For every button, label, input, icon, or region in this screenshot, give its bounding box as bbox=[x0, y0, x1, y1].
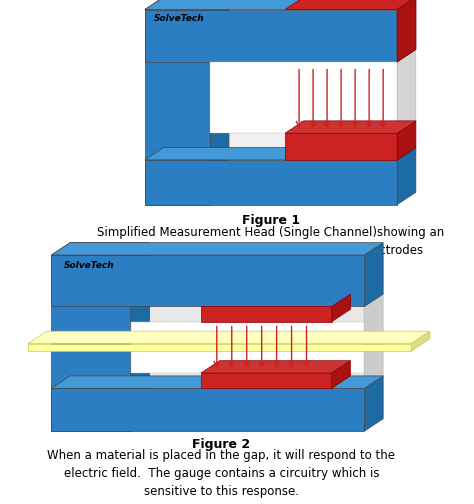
Polygon shape bbox=[145, 0, 229, 10]
Polygon shape bbox=[365, 242, 383, 306]
Polygon shape bbox=[285, 121, 416, 133]
Bar bbox=[131, 322, 365, 373]
Polygon shape bbox=[51, 242, 149, 255]
Bar bbox=[210, 62, 397, 160]
Text: Figure 1: Figure 1 bbox=[242, 214, 300, 227]
Text: SolveTech: SolveTech bbox=[64, 262, 114, 270]
Polygon shape bbox=[285, 0, 416, 10]
Bar bbox=[145, 10, 397, 62]
Bar bbox=[285, 133, 397, 160]
Bar bbox=[51, 255, 365, 306]
Polygon shape bbox=[332, 294, 350, 322]
Polygon shape bbox=[51, 242, 383, 255]
Bar bbox=[210, 62, 397, 133]
Bar bbox=[145, 160, 397, 205]
Bar bbox=[201, 306, 332, 322]
Polygon shape bbox=[397, 121, 416, 160]
Bar bbox=[51, 388, 365, 431]
Bar bbox=[131, 306, 365, 388]
Polygon shape bbox=[332, 361, 350, 388]
Bar bbox=[145, 10, 210, 205]
Polygon shape bbox=[397, 0, 416, 62]
Polygon shape bbox=[397, 0, 416, 62]
Bar bbox=[51, 255, 131, 431]
Text: SolveTech: SolveTech bbox=[154, 14, 205, 23]
Bar bbox=[201, 373, 332, 388]
Polygon shape bbox=[365, 294, 383, 388]
Polygon shape bbox=[397, 49, 416, 160]
Polygon shape bbox=[131, 242, 149, 431]
Polygon shape bbox=[51, 376, 383, 388]
Text: Simplified Measurement Head (Single Channel)showing an
electric field between tw: Simplified Measurement Head (Single Chan… bbox=[97, 226, 445, 257]
Polygon shape bbox=[411, 331, 430, 351]
Polygon shape bbox=[145, 148, 416, 160]
Polygon shape bbox=[210, 0, 229, 205]
Polygon shape bbox=[145, 0, 416, 10]
Polygon shape bbox=[28, 331, 430, 344]
Polygon shape bbox=[201, 361, 350, 373]
Polygon shape bbox=[365, 376, 383, 431]
Text: Figure 2: Figure 2 bbox=[192, 438, 251, 451]
Text: When a material is placed in the gap, it will respond to the
electric field.  Th: When a material is placed in the gap, it… bbox=[47, 449, 395, 498]
Bar bbox=[28, 344, 411, 351]
Polygon shape bbox=[397, 148, 416, 205]
